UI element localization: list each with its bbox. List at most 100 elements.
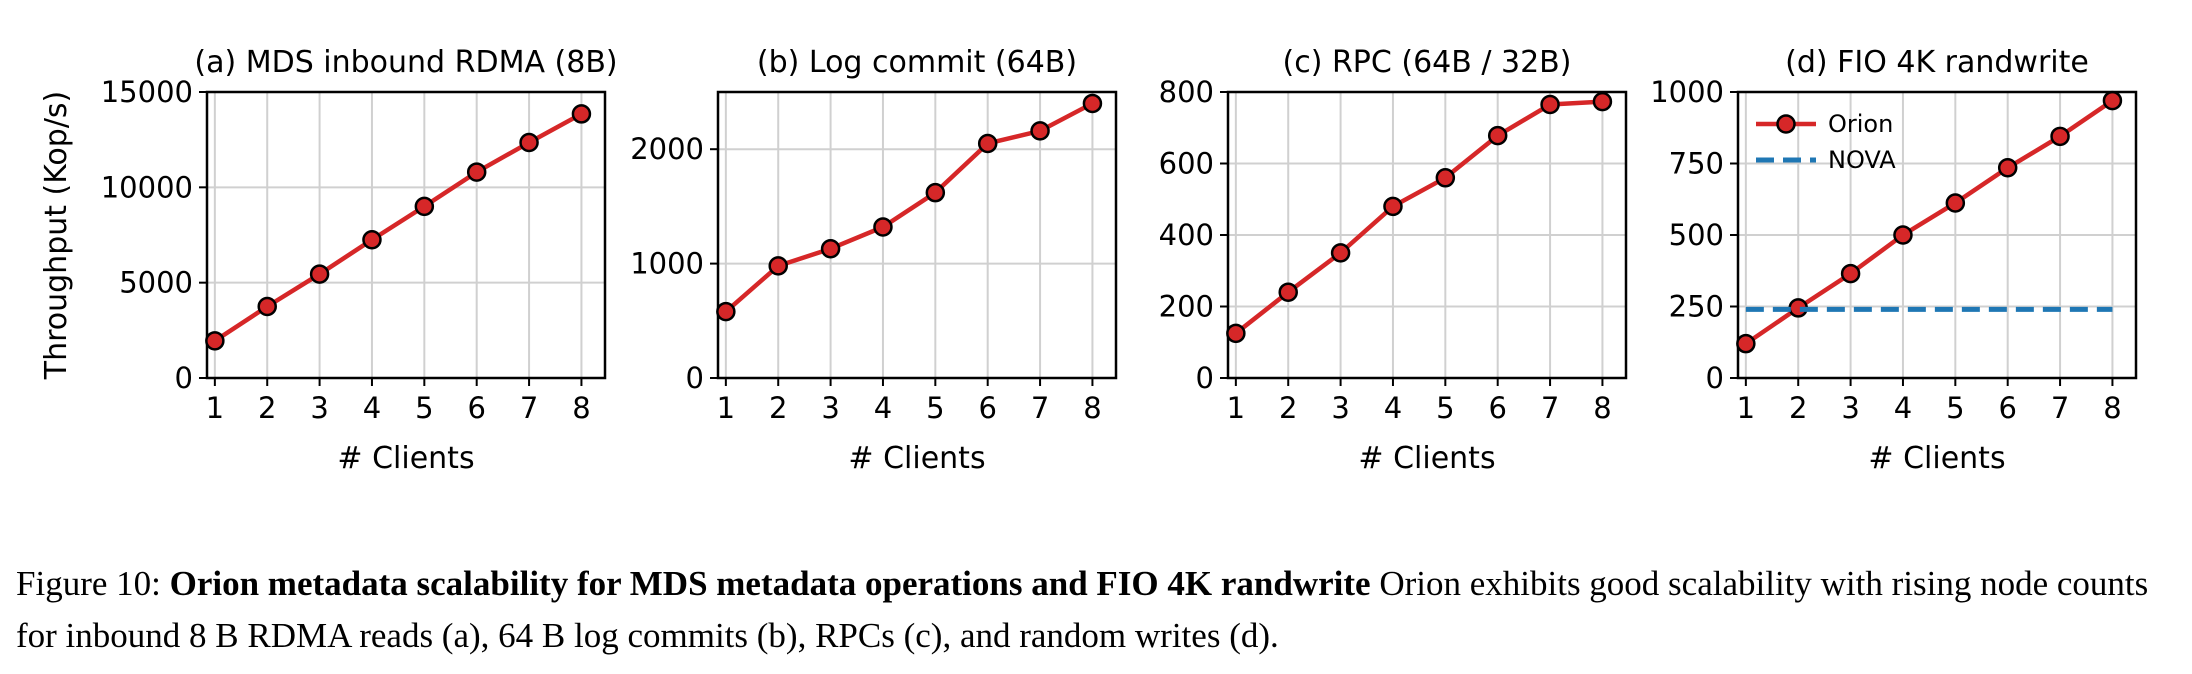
- panel-d-series-orion-point: [1840, 263, 1861, 284]
- panel-a-xtick-label: 4: [363, 391, 381, 425]
- panel-c-series-0-point: [1540, 94, 1560, 115]
- panel-b-ytick-label: 2000: [630, 132, 704, 166]
- panel-a-xtick-label: 6: [467, 391, 485, 425]
- panel-d-xtick-label: 4: [1894, 391, 1912, 425]
- panel-d-xtick-label: 7: [2051, 391, 2069, 425]
- panel-a-xtick-label: 3: [310, 391, 328, 425]
- panel-d-xtick-label: 2: [1789, 391, 1807, 425]
- panel-d-ytick-label: 1000: [1650, 75, 1724, 109]
- panel-b-series-0-point: [768, 256, 788, 276]
- panel-d-xtick-label: 1: [1737, 391, 1755, 425]
- panel-a-series-0-point: [466, 162, 487, 182]
- panel-a-ytick-label: 15000: [101, 75, 193, 109]
- panel-d-series-orion-line: [1744, 98, 2114, 346]
- panel-b-series-0-point: [1082, 93, 1103, 114]
- panel-b-series-0-point: [977, 133, 998, 154]
- panel-c-ytick-label: 800: [1159, 75, 1214, 109]
- panel-c-ytick-label: 400: [1159, 218, 1214, 252]
- panel-d-xlabel: # Clients: [1868, 441, 2005, 476]
- panel-a-series-0-point: [519, 132, 539, 153]
- caption-text: Orion exhibits good scalability with ris…: [16, 564, 2149, 655]
- panel-d-xtick-label: 5: [1946, 391, 1964, 425]
- panel-c-xtick-label: 7: [1541, 391, 1559, 425]
- panel-a-xtick-label: 2: [258, 391, 276, 425]
- panel-b-xtick-label: 7: [1031, 391, 1049, 425]
- panel-b-xtick-label: 4: [874, 391, 892, 425]
- panel-c-xtick-label: 1: [1227, 391, 1245, 425]
- panel-a-series-0-point: [414, 196, 435, 217]
- panel-b-series-0-point: [820, 238, 841, 259]
- panel-c-xtick-label: 3: [1331, 391, 1349, 425]
- panel-d-legend-label: NOVA: [1828, 146, 1896, 174]
- panel-c-xtick-label: 8: [1593, 391, 1611, 425]
- panel-d-ytick-label: 0: [1706, 361, 1724, 395]
- panel-d-series-orion-point: [2102, 90, 2123, 111]
- panel-a-series-0-point: [257, 296, 277, 317]
- panel-b-xlabel: # Clients: [848, 441, 985, 476]
- panel-a-series-0-point: [309, 264, 330, 284]
- panel-c-series-0-point: [1383, 196, 1403, 217]
- panel-d-ytick-label: 500: [1669, 218, 1724, 252]
- panel-c-series-0-point: [1330, 243, 1351, 263]
- panel-c-series-0-line: [1234, 99, 1603, 336]
- panel-d-series-orion-point: [1945, 193, 1966, 213]
- panel-a-xlabel: # Clients: [337, 441, 474, 476]
- panel-c-xlabel: # Clients: [1358, 441, 1495, 476]
- panel-d-legend-marker: [1776, 114, 1796, 134]
- panel-c-xtick-label: 5: [1436, 391, 1454, 425]
- panel-a-xtick-label: 5: [415, 391, 433, 425]
- panel-c-title: (c) RPC (64B / 32B): [1283, 45, 1572, 80]
- panel-d-series-orion-point: [1997, 158, 2018, 178]
- panel-a-xtick-label: 7: [520, 391, 538, 425]
- panel-c-series-0-point: [1435, 168, 1456, 188]
- panel-c-ytick-label: 0: [1196, 361, 1214, 395]
- panel-d-series-orion-point: [1893, 225, 1913, 245]
- panel-b-xtick-label: 8: [1083, 391, 1101, 425]
- panel-c-ytick-label: 200: [1159, 290, 1214, 324]
- panel-d-xtick-label: 8: [2103, 391, 2121, 425]
- panel-a-title: (a) MDS inbound RDMA (8B): [194, 45, 617, 80]
- panel-d-ytick-label: 250: [1669, 290, 1724, 324]
- panel-b-xtick-label: 3: [821, 391, 839, 425]
- panel-a-series-0-line: [213, 111, 583, 343]
- panel-c-ytick-label: 600: [1159, 147, 1214, 181]
- panel-a-ytick-label: 0: [175, 361, 193, 395]
- panel-b-xtick-label: 5: [926, 391, 944, 425]
- panel-b-xtick-label: 2: [769, 391, 787, 425]
- panel-b-ytick-label: 0: [686, 361, 704, 395]
- panel-d-series-orion-point: [1736, 333, 1756, 354]
- panel-c-xtick-label: 2: [1279, 391, 1297, 425]
- panel-c-series-0-point: [1487, 125, 1508, 146]
- panel-d-series-orion-point: [2050, 126, 2070, 147]
- panel-a-ylabel: Throughput (Kop/s): [39, 91, 74, 381]
- figure-caption: Figure 10: Orion metadata scalability fo…: [16, 558, 2186, 662]
- panel-b-ytick-label: 1000: [630, 247, 704, 281]
- panel-a-series-0-point: [571, 104, 592, 124]
- panel-c-series-0-point: [1592, 91, 1613, 112]
- panel-d-xtick-label: 3: [1841, 391, 1859, 425]
- panel-d-ytick-label: 750: [1669, 147, 1724, 181]
- panel-c-series-0-point: [1226, 323, 1246, 344]
- panel-d-title: (d) FIO 4K randwrite: [1785, 45, 2089, 80]
- panel-a-series-0-point: [362, 230, 382, 250]
- panel-a-frame: [205, 90, 607, 380]
- caption-label: Figure 10:: [16, 564, 161, 603]
- panel-b-xtick-label: 6: [978, 391, 996, 425]
- panel-b-series-0-point: [1030, 121, 1050, 141]
- panel-b-title: (b) Log commit (64B): [757, 45, 1077, 80]
- panel-a-xtick-label: 1: [206, 391, 224, 425]
- panel-b-series-0-point: [873, 217, 893, 237]
- panel-a-xtick-label: 8: [572, 391, 590, 425]
- panel-d-xtick-label: 6: [1998, 391, 2016, 425]
- caption-bold: Orion metadata scalability for MDS metad…: [169, 564, 1371, 603]
- panel-a-ytick-label: 5000: [119, 266, 193, 300]
- panel-c-xtick-label: 6: [1488, 391, 1506, 425]
- panel-c-xtick-label: 4: [1384, 391, 1402, 425]
- panel-a-series-0-point: [205, 331, 225, 351]
- panel-b-series-0-point: [716, 301, 736, 322]
- panel-a-ytick-label: 10000: [101, 170, 193, 204]
- panel-b-series-0-point: [925, 182, 946, 203]
- panel-b-xtick-label: 1: [717, 391, 735, 425]
- panel-d-legend-label: Orion: [1828, 110, 1893, 138]
